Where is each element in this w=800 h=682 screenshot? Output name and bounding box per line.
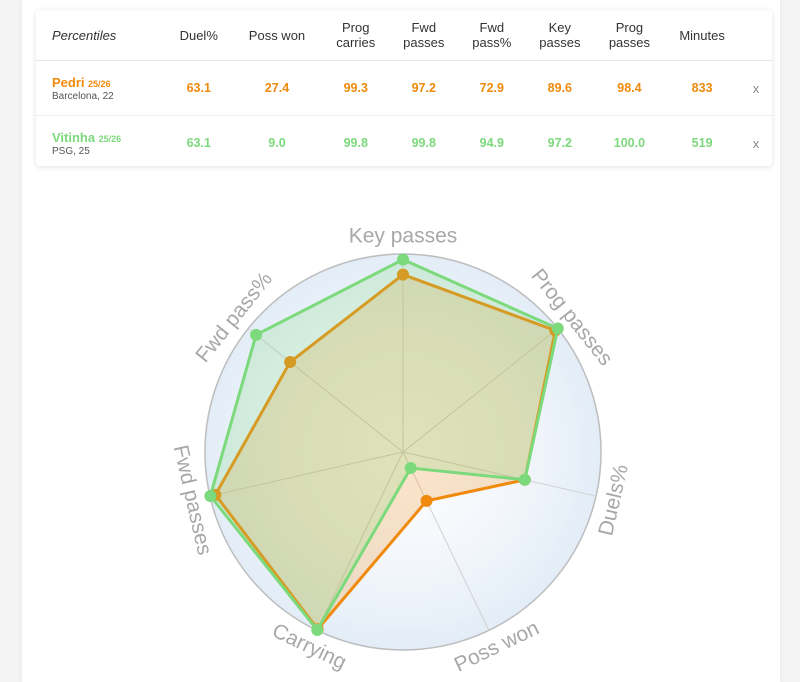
data-point-vitinha <box>250 328 263 341</box>
column-header[interactable]: Prog carries <box>322 10 389 61</box>
column-header-text: Duel% <box>179 27 218 43</box>
column-header[interactable]: Minutes <box>664 10 740 61</box>
stat-cell: 63.1 <box>166 60 232 116</box>
player-season: 25/26 <box>88 78 111 89</box>
percentiles-table-card: Percentiles Duel% Poss won Prog carries Fwd p… <box>36 10 772 166</box>
stat-cell: 63.1 <box>186 136 211 150</box>
player-club: PSG, 25 <box>52 145 90 157</box>
stat-cell: 97.2 <box>388 60 459 116</box>
stat-cell: 833 <box>664 60 740 116</box>
stat-cell: 72.9 <box>458 60 526 116</box>
data-point-pedri <box>420 494 433 507</box>
remove-column-header <box>740 10 772 61</box>
remove-player-button[interactable]: x <box>752 135 760 151</box>
column-header-text: pass% <box>472 35 512 50</box>
column-header-text: passes <box>608 35 651 50</box>
stat-cell: 98.4 <box>594 60 665 116</box>
data-point-vitinha <box>551 322 564 335</box>
column-header[interactable]: Fwd pass% <box>458 10 526 61</box>
percentiles-table: Percentiles Duel% Poss won Prog carries Fwd p… <box>36 10 772 170</box>
column-header-text: Fwd <box>411 20 437 35</box>
remove-player-button[interactable]: x <box>740 60 772 116</box>
player-cell[interactable]: Vitinha 25/26 PSG, 25 <box>36 116 166 171</box>
data-point-pedri <box>397 268 409 281</box>
player-name: Vitinha <box>52 129 96 145</box>
table-row: Pedri 25/26 Barcelona, 22 63.1 27.4 99.3 97.2… <box>36 60 772 116</box>
data-point-vitinha <box>311 624 324 637</box>
column-header[interactable]: Poss won <box>231 10 323 61</box>
column-header[interactable]: Prog passes <box>594 10 665 61</box>
column-header[interactable]: Fwd passes <box>388 10 459 61</box>
stat-cell: 99.8 <box>343 136 368 150</box>
radar-axis-line <box>402 451 490 631</box>
column-header-text: Minutes <box>679 27 725 43</box>
series-area-vitinha <box>208 258 560 632</box>
table-header-row: Percentiles Duel% Poss won Prog carries Fwd p… <box>36 10 772 61</box>
data-point-vitinha <box>397 253 409 266</box>
data-point-vitinha <box>204 489 217 502</box>
radar-axis-line <box>209 451 404 497</box>
column-header[interactable]: Duel% <box>166 10 232 61</box>
data-point-pedri <box>284 356 297 369</box>
stat-cell: 519 <box>691 136 713 150</box>
column-header-text: Poss won <box>248 27 306 43</box>
column-header-text: Prog <box>615 20 644 35</box>
player-season: 25/26 <box>98 133 122 144</box>
column-header[interactable]: Key passes <box>525 10 595 61</box>
column-header-text: Prog <box>342 20 370 35</box>
series-area-pedri <box>213 273 557 631</box>
stat-cell: 27.4 <box>231 60 323 116</box>
stat-cell: 99.3 <box>322 60 389 116</box>
table-row: Vitinha 25/26 PSG, 25 63.1 9.0 99.8 99.8 94.9 9… <box>36 116 772 171</box>
data-point-vitinha <box>518 473 531 486</box>
player-club: Barcelona, 22 <box>52 90 114 102</box>
stat-cell: 9.0 <box>268 136 286 150</box>
stat-cell: 100.0 <box>613 136 646 150</box>
axis-label: Key passes <box>349 225 458 248</box>
data-point-vitinha <box>404 462 417 475</box>
column-header-text: carries <box>336 35 376 50</box>
radar-axis-line <box>402 328 559 453</box>
column-header-text: passes <box>539 35 581 50</box>
player-name: Pedri <box>52 74 85 90</box>
stat-cell: 97.2 <box>547 136 573 150</box>
stat-cell: 94.9 <box>479 136 504 150</box>
player-cell[interactable]: Pedri 25/26 Barcelona, 22 <box>36 60 166 116</box>
column-header-text: Key <box>548 20 572 35</box>
stat-cell: 89.6 <box>525 60 595 116</box>
column-header-text: Fwd <box>479 20 505 35</box>
stat-cell: 99.8 <box>411 136 436 150</box>
column-header-text: passes <box>403 35 445 50</box>
radar-axis-line <box>316 451 404 631</box>
radar-axis-line <box>247 328 404 453</box>
percentiles-header: Percentiles <box>36 10 166 61</box>
radar-axis-line <box>402 451 597 497</box>
